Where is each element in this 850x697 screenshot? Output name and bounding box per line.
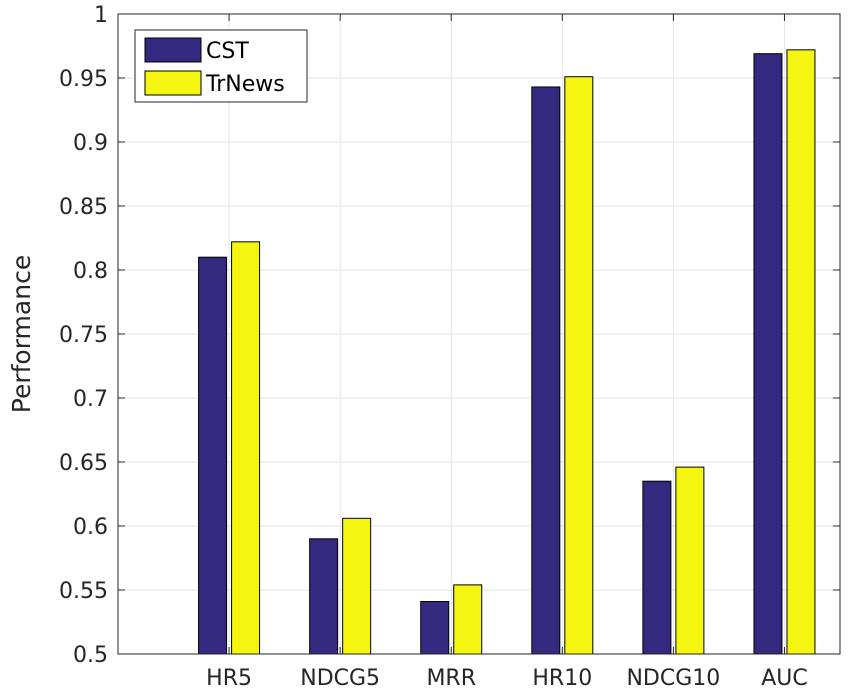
bar-trnews-ndcg5 — [342, 517, 372, 655]
y-tick-label: 0.5 — [73, 643, 108, 668]
y-tick-label: 0.75 — [59, 323, 108, 348]
x-tick-label: NDCG5 — [300, 666, 380, 691]
x-tick-labels: HR5 NDCG5 MRR HR10 NDCG10 AUC — [206, 666, 808, 691]
y-tick-label: 0.55 — [59, 579, 108, 604]
bar-trnews-hr10 — [564, 76, 594, 655]
x-tick-label: AUC — [761, 666, 808, 691]
y-tick-label: 0.6 — [73, 515, 108, 540]
y-tick-label: 0.65 — [59, 451, 108, 476]
legend: CST TrNews — [134, 29, 308, 103]
bar-cst-hr5 — [198, 256, 228, 655]
bar-cst-mrr — [420, 601, 450, 655]
legend-swatch-trnews — [144, 70, 202, 96]
y-tick-labels: 0.5 0.55 0.6 0.65 0.7 0.75 0.8 0.85 0.9 0.95 1 — [59, 3, 108, 668]
bar-trnews-auc — [786, 49, 816, 655]
bar-cst-auc — [753, 53, 783, 655]
x-tick-label: HR5 — [206, 666, 252, 691]
y-tick-label: 0.7 — [73, 387, 108, 412]
bars — [198, 49, 816, 655]
legend-swatch-cst — [144, 37, 202, 63]
x-tick-label: MRR — [426, 666, 476, 691]
y-tick-label: 0.85 — [59, 195, 108, 220]
bar-cst-ndcg10 — [642, 480, 672, 655]
legend-label-trnews: TrNews — [205, 72, 285, 97]
y-tick-label: 0.8 — [73, 259, 108, 284]
x-tick-label: NDCG10 — [626, 666, 720, 691]
y-tick-label: 0.9 — [73, 131, 108, 156]
y-tick-label: 1 — [94, 3, 108, 28]
bar-cst-hr10 — [531, 86, 561, 655]
y-axis-label: Performance — [7, 255, 36, 413]
x-tick-label: HR10 — [532, 666, 592, 691]
bar-cst-ndcg5 — [309, 538, 339, 655]
y-tick-label: 0.95 — [59, 67, 108, 92]
bar-trnews-hr5 — [231, 241, 261, 655]
tick-marks — [118, 13, 840, 655]
bar-trnews-ndcg10 — [675, 466, 705, 655]
bar-trnews-mrr — [453, 584, 483, 655]
legend-label-cst: CST — [206, 39, 249, 64]
